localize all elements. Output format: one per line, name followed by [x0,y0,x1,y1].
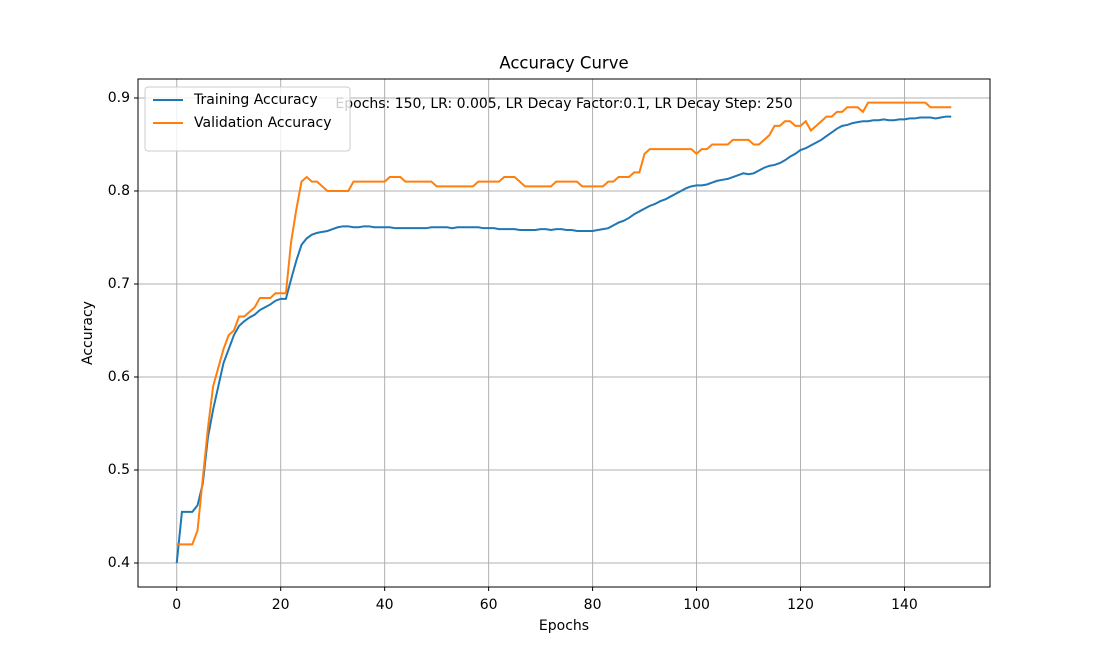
y-tick-label: 0.9 [108,90,130,106]
x-tick-label: 80 [584,597,602,613]
x-tick-label: 140 [891,597,918,613]
legend-label: Training Accuracy [193,92,318,108]
y-tick-label: 0.7 [108,276,130,292]
x-tick-label: 20 [272,597,290,613]
x-axis-label: Epochs [539,618,589,634]
x-tick-label: 40 [376,597,394,613]
chart-title: Accuracy Curve [499,54,628,73]
y-tick-label: 0.5 [108,462,130,478]
legend-box [144,86,351,152]
y-tick-label: 0.8 [108,183,130,199]
x-tick-label: 60 [480,597,498,613]
y-tick-label: 0.4 [108,555,130,571]
y-axis-label: Accuracy [80,301,96,365]
legend: Training Accuracy Validation Accuracy [144,86,351,152]
data-line [176,101,952,546]
data-line [175,115,952,564]
y-tick-label: 0.6 [108,369,130,385]
plot-frame [137,78,991,588]
x-tick-label: 120 [787,597,814,613]
legend-label: Validation Accuracy [194,115,332,131]
x-tick-label: 100 [683,597,710,613]
annotation: Epochs: 150, LR: 0.005, LR Decay Factor:… [335,96,792,112]
x-tick-label: 0 [172,597,181,613]
